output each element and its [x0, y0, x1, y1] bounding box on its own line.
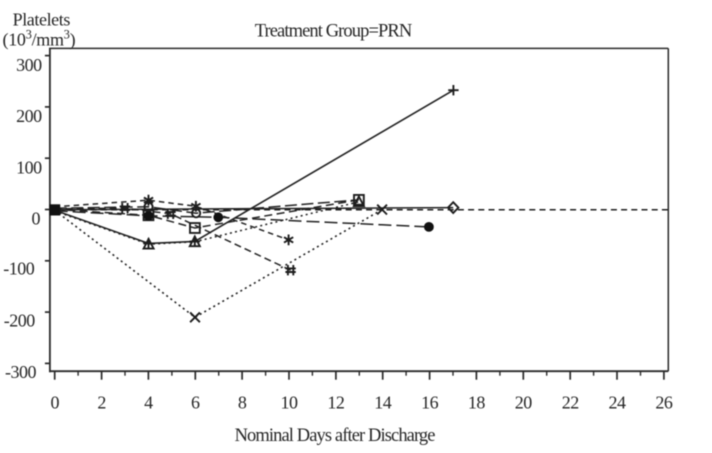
svg-text:2: 2: [97, 393, 106, 413]
svg-text:12: 12: [327, 393, 344, 413]
svg-text:Treatment Group=PRN: Treatment Group=PRN: [255, 22, 412, 42]
svg-text:Platelets: Platelets: [13, 9, 71, 29]
svg-text:Nominal Days after Discharge: Nominal Days after Discharge: [235, 426, 436, 446]
svg-text:24: 24: [609, 393, 627, 413]
svg-text:18: 18: [468, 393, 486, 413]
svg-text:0: 0: [50, 393, 59, 413]
svg-text:-200: -200: [4, 311, 35, 331]
svg-text:10: 10: [281, 393, 299, 413]
svg-text:0: 0: [32, 209, 41, 229]
svg-text:20: 20: [515, 393, 533, 413]
svg-text:8: 8: [238, 393, 247, 413]
svg-text:4: 4: [144, 393, 153, 413]
svg-text:26: 26: [655, 393, 673, 413]
svg-text:-300: -300: [5, 362, 36, 382]
svg-text:14: 14: [374, 393, 392, 413]
svg-text:200: 200: [16, 106, 42, 126]
svg-text:(103/mm3): (103/mm3): [3, 28, 76, 51]
svg-text:100: 100: [16, 158, 42, 178]
svg-text:6: 6: [191, 393, 200, 413]
svg-text:-100: -100: [3, 259, 34, 279]
svg-text:22: 22: [562, 393, 579, 413]
svg-text:16: 16: [421, 393, 439, 413]
svg-text:300: 300: [16, 55, 42, 75]
